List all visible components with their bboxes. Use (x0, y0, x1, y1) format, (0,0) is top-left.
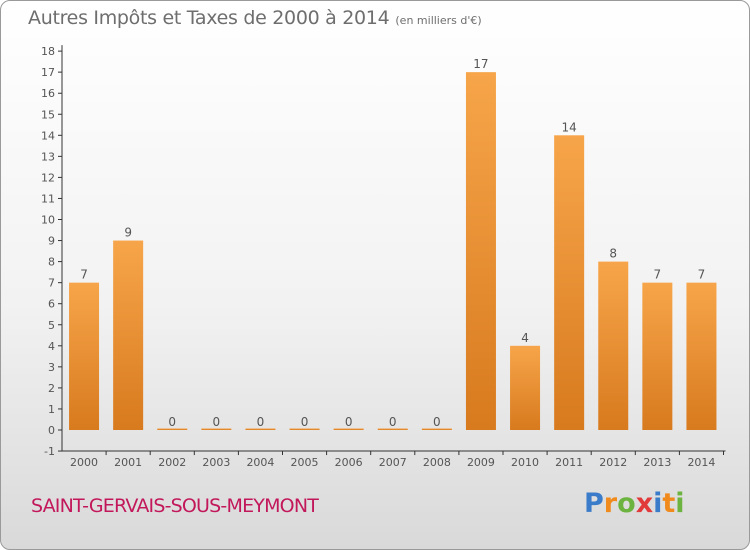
logo-letter: t (662, 488, 676, 519)
bar (465, 72, 496, 431)
title-text: Autres Impôts et Taxes de 2000 à 2014 (28, 7, 390, 29)
x-tick-label: 2013 (643, 456, 671, 469)
x-tick-label: 2006 (335, 456, 363, 469)
y-tick-label: 16 (41, 87, 55, 100)
y-tick-label: 9 (48, 235, 55, 248)
bar (510, 345, 541, 430)
data-label: 0 (345, 415, 353, 429)
bar (157, 428, 188, 430)
data-label: 0 (257, 415, 265, 429)
data-label: 0 (433, 415, 441, 429)
data-labels: 7 9 0 0 0 0 0 0 0 17 4 14 8 7 7 (80, 57, 705, 429)
bar (642, 282, 673, 430)
x-tick-label: 2011 (555, 456, 583, 469)
y-tick-label: 12 (41, 171, 55, 184)
bar (113, 240, 144, 430)
bar (69, 282, 100, 430)
data-label: 8 (609, 247, 617, 261)
data-label: 7 (698, 268, 706, 282)
bar (201, 428, 232, 430)
y-tick-label: 18 (41, 45, 55, 58)
data-label: 0 (168, 415, 176, 429)
y-tick-label: 13 (41, 150, 55, 163)
x-tick-label: 2003 (202, 456, 230, 469)
y-tick-label: 11 (41, 192, 55, 205)
data-label: 0 (301, 415, 309, 429)
y-tick-label: 3 (48, 361, 55, 374)
bar (686, 282, 717, 430)
commune-name: SAINT-GERVAIS-SOUS-MEYMONT (31, 495, 319, 517)
y-tick-label: 8 (48, 256, 55, 269)
y-tick-label: 2 (48, 382, 55, 395)
x-tick-label: 2005 (291, 456, 319, 469)
data-label: 14 (562, 120, 577, 134)
data-label: 17 (473, 57, 488, 71)
x-tick-label: 2004 (246, 456, 274, 469)
y-tick-label: 4 (48, 340, 55, 353)
bar (598, 261, 629, 430)
y-tick-label: 5 (48, 319, 55, 332)
y-tick-label: 15 (41, 108, 55, 121)
data-label: 7 (80, 268, 88, 282)
x-tick-label: 2009 (467, 456, 495, 469)
x-tick-label: 2001 (114, 456, 142, 469)
x-tick-label: 2010 (511, 456, 539, 469)
y-tick-label: 17 (41, 66, 55, 79)
x-tick-label: 2002 (158, 456, 186, 469)
bar (245, 428, 276, 430)
bar (377, 428, 408, 430)
y-tick-label: 14 (41, 129, 55, 142)
bar (289, 428, 320, 430)
proxiti-logo: Proxiti (584, 488, 685, 519)
y-tick-label: 0 (48, 424, 55, 437)
data-label: 4 (521, 331, 529, 345)
x-tick-label: 2014 (687, 456, 715, 469)
data-label: 0 (213, 415, 221, 429)
logo-letter: r (603, 488, 618, 519)
x-axis: 2000 2001 2002 2003 2004 2005 2006 2007 2008 2009… (62, 450, 726, 469)
x-tick-label: 2007 (379, 456, 407, 469)
y-tick-label: 10 (41, 214, 55, 227)
x-tick-label: 2012 (599, 456, 627, 469)
bar (421, 428, 452, 430)
y-tick-label: 6 (48, 298, 55, 311)
y-tick-label: -1 (44, 445, 55, 458)
bar (333, 428, 364, 430)
title-unit: (en milliers d'€) (395, 14, 482, 27)
logo-letter: x (635, 488, 654, 519)
logo-letter: i (653, 488, 663, 519)
logo-letter: o (617, 488, 636, 519)
chart-title: Autres Impôts et Taxes de 2000 à 2014 (en… (28, 7, 482, 29)
x-tick-label: 2008 (423, 456, 451, 469)
data-label: 0 (389, 415, 397, 429)
data-label: 7 (654, 268, 662, 282)
y-tick-label: 1 (48, 403, 55, 416)
y-tick-label: 7 (48, 277, 55, 290)
logo-letter: P (584, 488, 604, 519)
x-tick-label: 2000 (70, 456, 98, 469)
logo-letter: i (675, 488, 685, 519)
data-label: 9 (124, 226, 132, 240)
bar (554, 135, 585, 431)
bars (69, 72, 717, 431)
